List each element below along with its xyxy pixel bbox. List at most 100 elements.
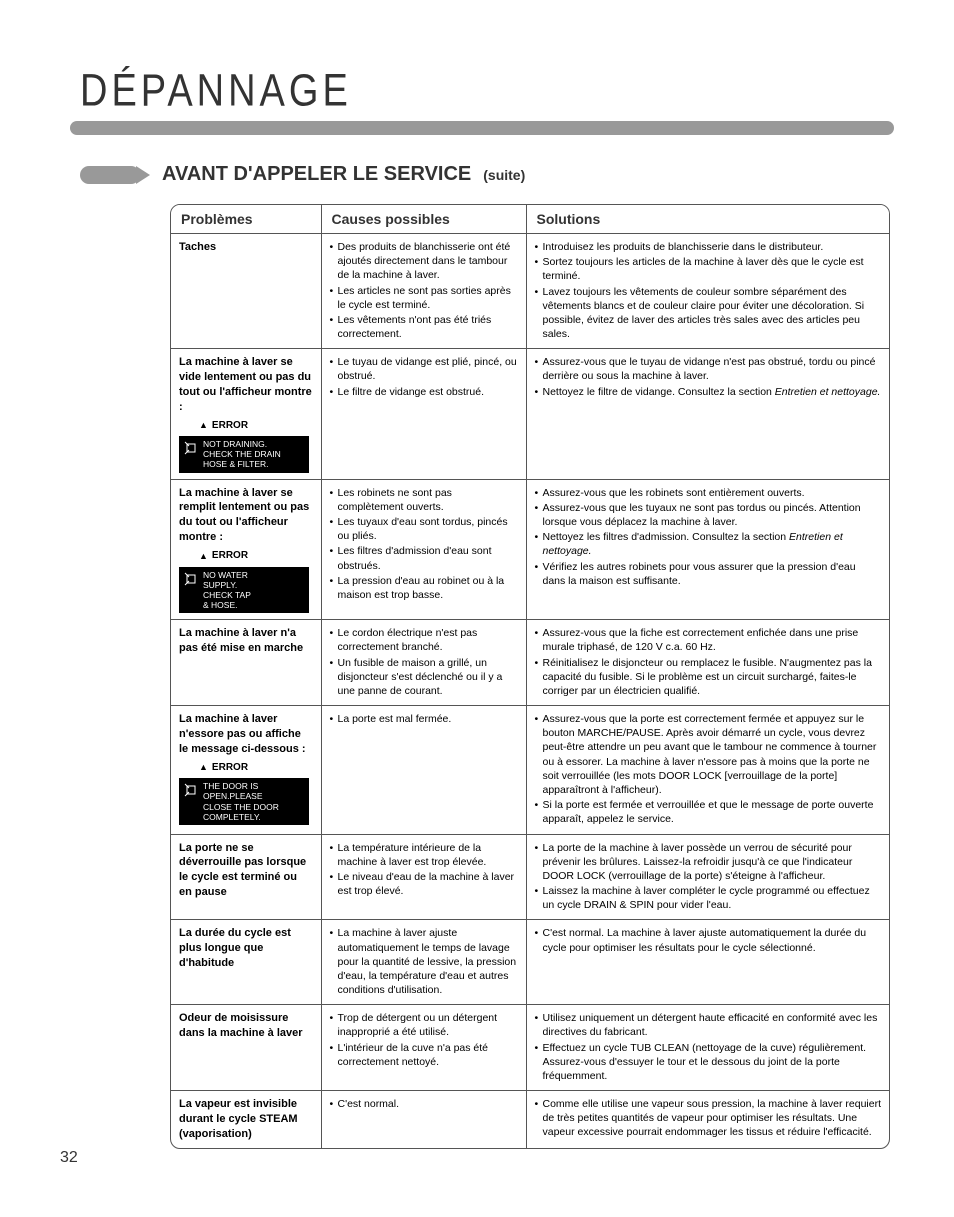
cause-item: Le cordon électrique n'est pas correctem… [330,626,518,654]
solution-item: Comme elle utilise une vapeur sous press… [535,1097,882,1140]
error-label: ERROR [179,419,313,433]
solutions-cell: Assurez-vous que la porte est correcteme… [526,706,889,834]
solution-item: Utilisez uniquement un détergent haute e… [535,1011,882,1039]
problem-cell: La durée du cycle est plus longue que d'… [171,920,321,1005]
cause-item: Trop de détergent ou un détergent inappr… [330,1011,518,1039]
problem-cell: Taches [171,234,321,349]
table-row: Odeur de moisissure dans la machine à la… [171,1005,889,1091]
error-line: CHECK TAP [203,590,305,600]
title-bar [80,121,894,135]
solution-item: Laissez la machine à laver compléter le … [535,884,882,912]
page-number: 32 [60,1149,78,1167]
error-line: OPEN.PLEASE [203,791,305,801]
error-line: THE DOOR IS [203,781,305,791]
solution-item: Si la porte est fermée et verrouillée et… [535,798,882,826]
causes-cell: La porte est mal fermée. [321,706,526,834]
solution-item: Sortez toujours les articles de la machi… [535,255,882,283]
cause-item: Les tuyaux d'eau sont tordus, pincés ou … [330,515,518,543]
error-line: HOSE & FILTER. [203,459,305,469]
cause-item: La porte est mal fermée. [330,712,518,726]
problem-text: Taches [179,240,313,255]
solutions-cell: Utilisez uniquement un détergent haute e… [526,1005,889,1091]
error-display: NOT DRAINING.CHECK THE DRAINHOSE & FILTE… [179,436,309,473]
causes-cell: Le tuyau de vidange est plié, pincé, ou … [321,349,526,479]
cause-item: Les robinets ne sont pas complètement ou… [330,486,518,514]
causes-cell: Trop de détergent ou un détergent inappr… [321,1005,526,1091]
causes-cell: Les robinets ne sont pas complètement ou… [321,479,526,620]
causes-cell: Des produits de blanchisserie ont été aj… [321,234,526,349]
problem-cell: La machine à laver se remplit lentement … [171,479,321,620]
solutions-cell: La porte de la machine à laver possède u… [526,834,889,920]
error-line: CLOSE THE DOOR [203,802,305,812]
arrow-icon [136,166,150,184]
solutions-cell: Assurez-vous que les robinets sont entiè… [526,479,889,620]
error-line: NOT DRAINING. [203,439,305,449]
header-causes: Causes possibles [321,205,526,234]
causes-cell: La machine à laver ajuste automatiquemen… [321,920,526,1005]
pill-decor [80,166,140,184]
cause-item: La pression d'eau au robinet ou à la mai… [330,574,518,602]
causes-cell: La température intérieure de la machine … [321,834,526,920]
header-problems: Problèmes [171,205,321,234]
error-line: & HOSE. [203,600,305,610]
error-line: NO WATER [203,570,305,580]
cause-item: Le tuyau de vidange est plié, pincé, ou … [330,355,518,383]
causes-cell: C'est normal. [321,1091,526,1148]
cause-item: Des produits de blanchisserie ont été aj… [330,240,518,283]
page-title: DÉPANNAGE [80,66,894,118]
header-solutions: Solutions [526,205,889,234]
solution-item: Assurez-vous que les tuyaux ne sont pas … [535,501,882,529]
error-display: THE DOOR ISOPEN.PLEASECLOSE THE DOORCOMP… [179,778,309,825]
section-subtitle: (suite) [483,167,525,183]
error-line: COMPLETELY. [203,812,305,822]
problem-cell: Odeur de moisissure dans la machine à la… [171,1005,321,1091]
error-icon [182,439,200,457]
problem-cell: La vapeur est invisible durant le cycle … [171,1091,321,1148]
cause-item: Les articles ne sont pas sorties après l… [330,284,518,312]
problem-text: La machine à laver se remplit lentement … [179,486,313,545]
table-row: Taches Des produits de blanchisserie ont … [171,234,889,349]
solution-item: La porte de la machine à laver possède u… [535,841,882,884]
error-label: ERROR [179,761,313,775]
solution-item: Effectuez un cycle TUB CLEAN (nettoyage … [535,1041,882,1084]
troubleshooting-table: Problèmes Causes possibles Solutions Tac… [170,204,890,1149]
problem-cell: La machine à laver se vide lentement ou … [171,349,321,479]
table-row: La durée du cycle est plus longue que d'… [171,920,889,1005]
problem-text: Odeur de moisissure dans la machine à la… [179,1011,313,1041]
error-icon [182,570,200,588]
table-row: La machine à laver n'essore pas ou affic… [171,706,889,834]
error-line: SUPPLY. [203,580,305,590]
problem-text: La durée du cycle est plus longue que d'… [179,926,313,971]
table-header-row: Problèmes Causes possibles Solutions [171,205,889,234]
solution-item: Nettoyez le filtre de vidange. Consultez… [535,385,882,399]
solution-item: Réinitialisez le disjoncteur ou remplace… [535,656,882,699]
table-row: La vapeur est invisible durant le cycle … [171,1091,889,1148]
table-row: La machine à laver se vide lentement ou … [171,349,889,479]
problem-text: La machine à laver n'a pas été mise en m… [179,626,313,656]
cause-item: Le filtre de vidange est obstrué. [330,385,518,399]
section-header: AVANT D'APPELER LE SERVICE (suite) [80,163,894,186]
table-row: La porte ne se déverrouille pas lorsque … [171,834,889,920]
error-icon [182,781,200,799]
solutions-cell: Assurez-vous que la fiche est correcteme… [526,620,889,706]
cause-item: Un fusible de maison a grillé, un disjon… [330,656,518,699]
solution-item: Nettoyez les filtres d'admission. Consul… [535,530,882,558]
solution-item: Assurez-vous que les robinets sont entiè… [535,486,882,500]
error-line: CHECK THE DRAIN [203,449,305,459]
causes-cell: Le cordon électrique n'est pas correctem… [321,620,526,706]
table-row: La machine à laver n'a pas été mise en m… [171,620,889,706]
cause-item: Les vêtements n'ont pas été triés correc… [330,313,518,341]
solution-item: Vérifiez les autres robinets pour vous a… [535,560,882,588]
problem-text: La vapeur est invisible durant le cycle … [179,1097,313,1142]
solutions-cell: Comme elle utilise une vapeur sous press… [526,1091,889,1148]
solution-item: C'est normal. La machine à laver ajuste … [535,926,882,954]
section-title: AVANT D'APPELER LE SERVICE [162,163,471,186]
problem-cell: La machine à laver n'essore pas ou affic… [171,706,321,834]
solutions-cell: Assurez-vous que le tuyau de vidange n'e… [526,349,889,479]
cause-item: L'intérieur de la cuve n'a pas été corre… [330,1041,518,1069]
problem-cell: La porte ne se déverrouille pas lorsque … [171,834,321,920]
solution-item: Lavez toujours les vêtements de couleur … [535,285,882,342]
solution-item: Assurez-vous que la porte est correcteme… [535,712,882,797]
cause-item: Les filtres d'admission d'eau sont obstr… [330,544,518,572]
cause-item: Le niveau d'eau de la machine à laver es… [330,870,518,898]
